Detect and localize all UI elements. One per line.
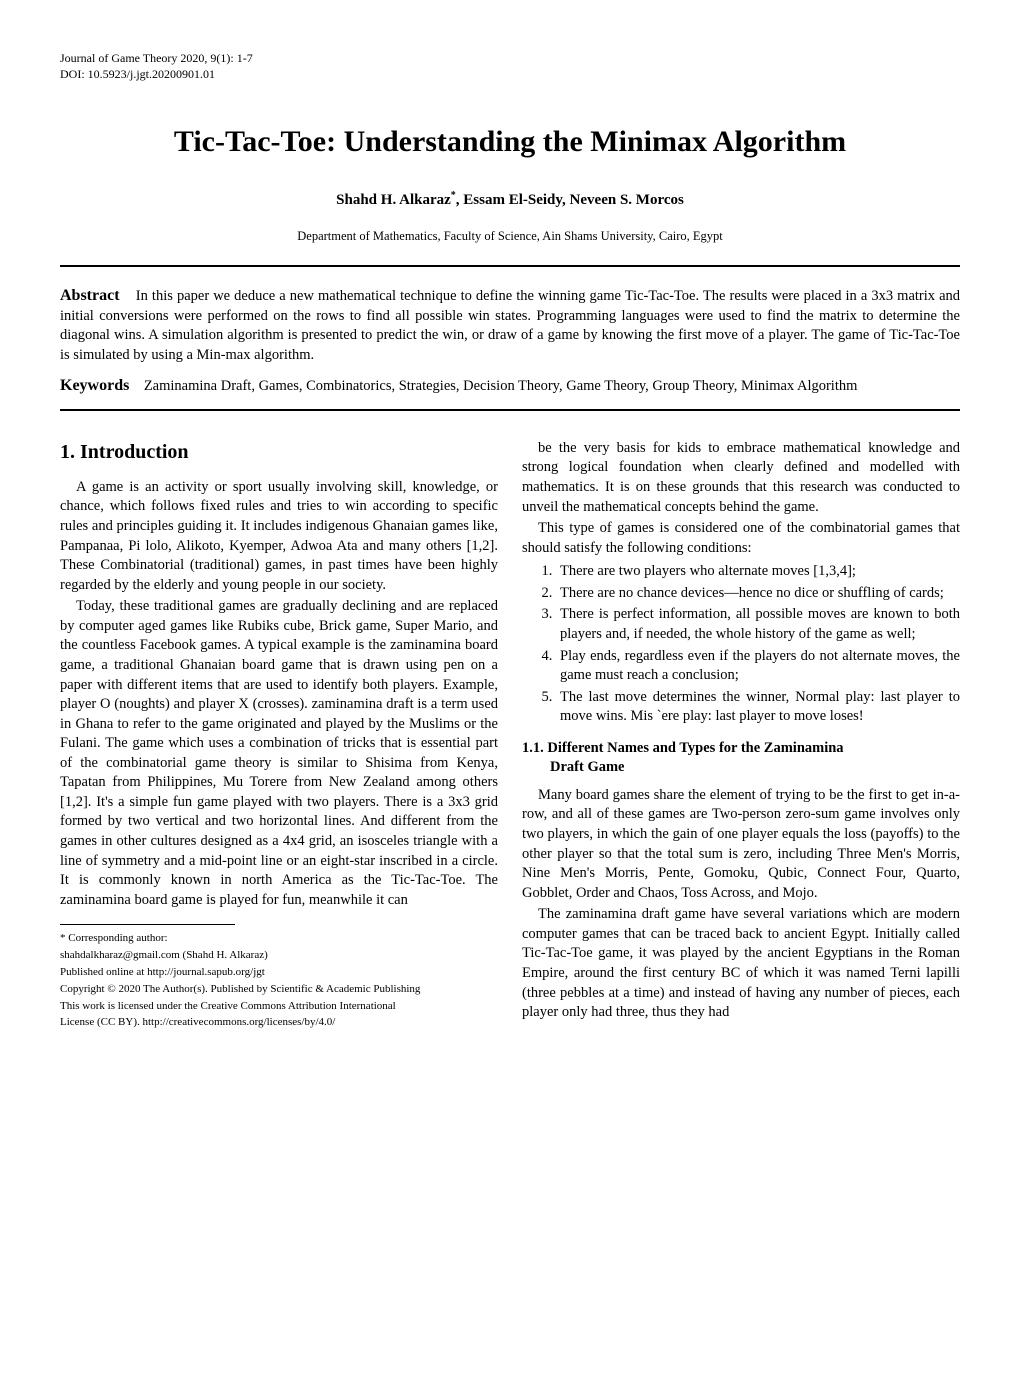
- section-1-1-heading: 1.1. Different Names and Types for the Z…: [522, 739, 960, 778]
- keywords-text: Zaminamina Draft, Games, Combinatorics, …: [144, 378, 858, 394]
- page-title: Tic-Tac-Toe: Understanding the Minimax A…: [60, 122, 960, 163]
- author-names: Shahd H. Alkaraz*, Essam El-Seidy, Nevee…: [336, 192, 684, 208]
- authors-line: Shahd H. Alkaraz*, Essam El-Seidy, Nevee…: [60, 189, 960, 210]
- two-column-body: 1. Introduction A game is an activity or…: [60, 439, 960, 1032]
- keywords-label: Keywords: [60, 377, 129, 394]
- abstract-text: In this paper we deduce a new mathematic…: [60, 288, 960, 363]
- affiliation: Department of Mathematics, Faculty of Sc…: [60, 228, 960, 245]
- subheading-line1: 1.1. Different Names and Types for the Z…: [522, 740, 844, 756]
- abstract-block: Abstract In this paper we deduce a new m…: [60, 285, 960, 365]
- footnote-corresponding: * Corresponding author:: [60, 931, 498, 946]
- column-right: be the very basis for kids to embrace ma…: [522, 439, 960, 1032]
- body-paragraph: Today, these traditional games are gradu…: [60, 597, 498, 910]
- rule-bottom: [60, 409, 960, 411]
- body-paragraph: This type of games is considered one of …: [522, 519, 960, 558]
- abstract-label: Abstract: [60, 287, 120, 304]
- body-paragraph: be the very basis for kids to embrace ma…: [522, 439, 960, 517]
- body-paragraph: A game is an activity or sport usually i…: [60, 478, 498, 595]
- doi-line: DOI: 10.5923/j.jgt.20200901.01: [60, 66, 960, 82]
- conditions-list: There are two players who alternate move…: [522, 562, 960, 727]
- list-item: The last move determines the winner, Nor…: [556, 688, 960, 727]
- keywords-block: Keywords Zaminamina Draft, Games, Combin…: [60, 375, 960, 397]
- subheading-line2: Draft Game: [522, 758, 960, 778]
- column-left: 1. Introduction A game is an activity or…: [60, 439, 498, 1032]
- section-1-heading: 1. Introduction: [60, 439, 498, 466]
- rule-top: [60, 265, 960, 267]
- list-item: There are no chance devices—hence no dic…: [556, 584, 960, 604]
- body-paragraph: Many board games share the element of tr…: [522, 786, 960, 903]
- footnote-separator: [60, 924, 235, 925]
- journal-header: Journal of Game Theory 2020, 9(1): 1-7 D…: [60, 50, 960, 82]
- list-item: There are two players who alternate move…: [556, 562, 960, 582]
- footnote-email: shahdalkharaz@gmail.com (Shahd H. Alkara…: [60, 948, 498, 963]
- body-paragraph: The zaminamina draft game have several v…: [522, 905, 960, 1022]
- footnotes: * Corresponding author: shahdalkharaz@gm…: [60, 931, 498, 1030]
- footnote-license-2: License (CC BY). http://creativecommons.…: [60, 1015, 498, 1030]
- list-item: Play ends, regardless even if the player…: [556, 647, 960, 686]
- footnote-published: Published online at http://journal.sapub…: [60, 965, 498, 980]
- list-item: There is perfect information, all possib…: [556, 605, 960, 644]
- footnote-copyright: Copyright © 2020 The Author(s). Publishe…: [60, 982, 498, 997]
- journal-line: Journal of Game Theory 2020, 9(1): 1-7: [60, 50, 960, 66]
- footnote-license-1: This work is licensed under the Creative…: [60, 999, 498, 1014]
